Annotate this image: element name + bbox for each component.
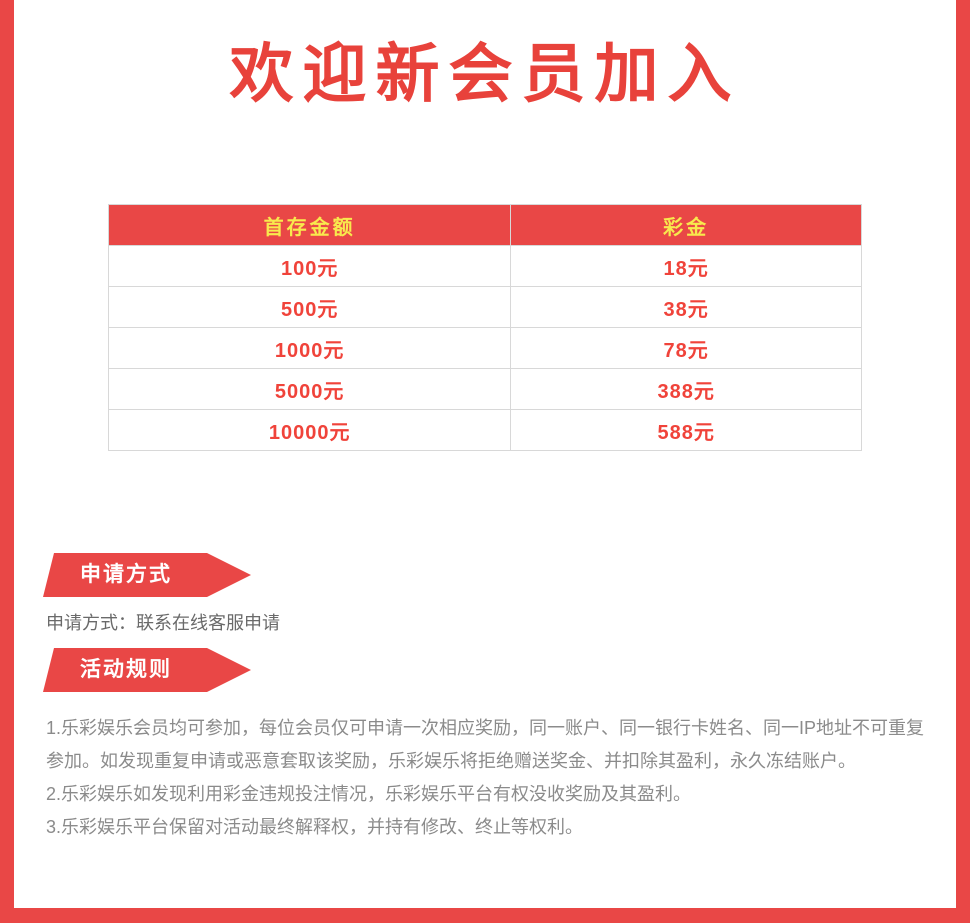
table-cell: 10000元 [107,409,512,451]
table-cell: 78元 [510,327,862,369]
apply-method-banner-label: 申请方式 [80,563,172,586]
rules-banner-label: 活动规则 [80,658,172,681]
page-title: 欢迎新会员加入 [229,38,741,110]
rules-list: 1.乐彩娱乐会员均可参加，每位会员仅可申请一次相应奖励，同一账户、同一银行卡姓名… [46,712,932,844]
table-row: 500元 38元 [107,286,862,328]
bonus-table-body: 100元 18元 500元 38元 1000元 78元 5000元 388元 10000元 588… [107,245,862,451]
table-cell: 1000元 [107,327,512,369]
table-row: 100元 18元 [107,245,862,287]
apply-method-content: 申请方式：联系在线客服申请 [46,613,280,633]
table-cell: 588元 [510,409,862,451]
table-cell: 388元 [510,368,862,410]
table-cell: 100元 [107,245,512,287]
table-row: 1000元 78元 [107,327,862,369]
rule-item: 2.乐彩娱乐如发现利用彩金违规投注情况，乐彩娱乐平台有权没收奖励及其盈利。 [46,784,692,804]
bottom-red-border [0,908,970,923]
table-cell: 500元 [107,286,512,328]
apply-method-banner: 申请方式 [43,553,251,597]
column-header: 首存金额 [107,204,512,246]
table-cell: 5000元 [107,368,512,410]
left-red-border [0,0,14,923]
table-cell: 18元 [510,245,862,287]
table-cell: 38元 [510,286,862,328]
table-row: 10000元 588元 [107,409,862,451]
rule-item: 1.乐彩娱乐会员均可参加，每位会员仅可申请一次相应奖励，同一账户、同一银行卡姓名… [46,718,925,771]
table-row: 5000元 388元 [107,368,862,410]
bonus-table-header-row: 首存金额 彩金 [107,204,862,246]
bonus-table: 首存金额 彩金 100元 18元 500元 38元 1000元 78元 5000元 388元 10… [107,204,862,451]
rule-item: 3.乐彩娱乐平台保留对活动最终解释权，并持有修改、终止等权利。 [46,817,584,837]
column-header: 彩金 [510,204,862,246]
rules-banner: 活动规则 [43,648,251,692]
right-red-border [956,0,970,923]
